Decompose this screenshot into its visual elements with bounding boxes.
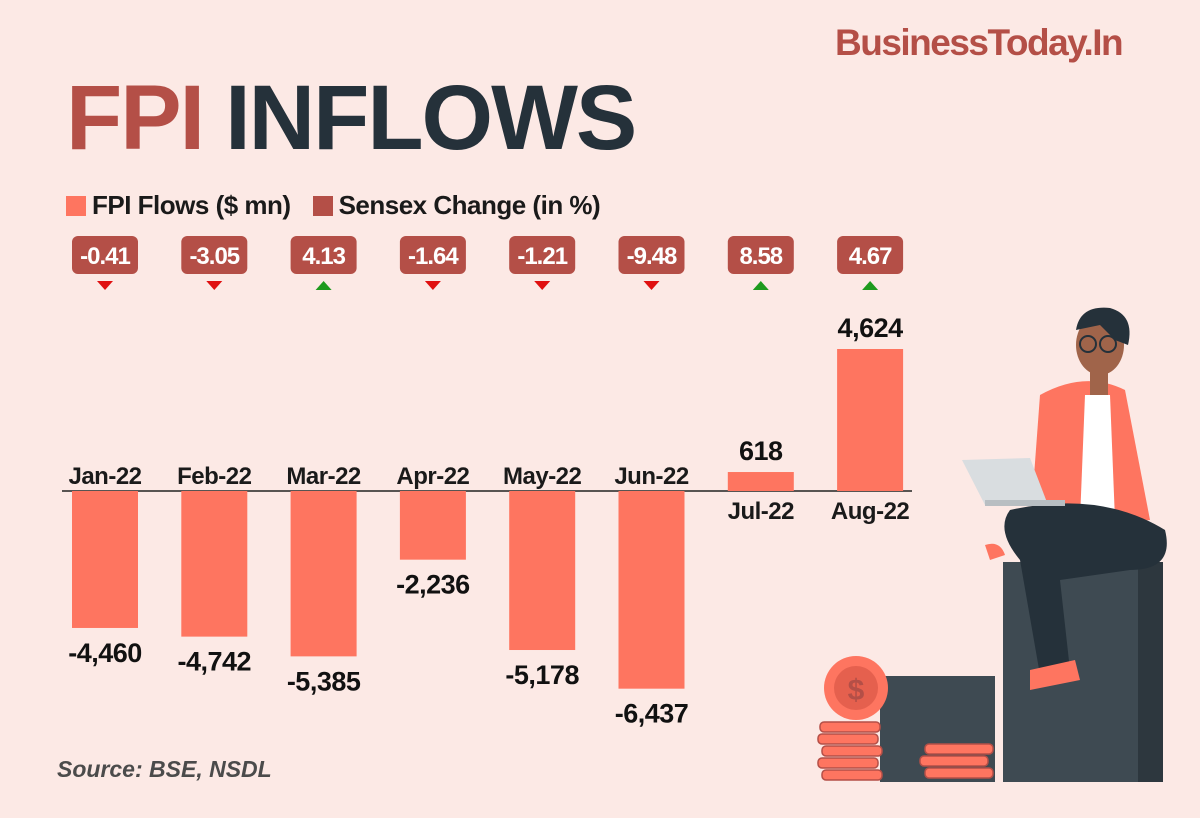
title-part1: FPI xyxy=(66,67,205,169)
sensex-badge xyxy=(837,236,904,274)
arrow-up-icon xyxy=(862,281,879,290)
arrow-down-icon xyxy=(97,281,113,290)
bar-mar-22 xyxy=(290,491,357,657)
sensex-value: 4.13 xyxy=(302,243,345,270)
value-label: -4,742 xyxy=(178,647,252,677)
sensex-value: 4.67 xyxy=(849,243,892,270)
bar-jul-22 xyxy=(727,472,794,491)
bar-apr-22 xyxy=(399,491,466,560)
legend-swatch-sensex xyxy=(312,195,333,216)
arrow-down-icon xyxy=(534,281,551,290)
sensex-value: -0.41 xyxy=(80,243,130,270)
sensex-value: 8.58 xyxy=(739,243,782,270)
legend-label-sensex: Sensex Change (in %) xyxy=(338,190,601,220)
month-label: May-22 xyxy=(503,463,582,490)
sensex-value: -1.64 xyxy=(408,243,459,270)
sensex-badge xyxy=(618,236,685,274)
bar-may-22 xyxy=(509,491,576,651)
bar-feb-22 xyxy=(181,491,248,637)
bar-jan-22 xyxy=(72,491,138,628)
month-label: Jul-22 xyxy=(728,498,795,525)
dollar-icon: $ xyxy=(848,674,865,707)
value-label: 4,624 xyxy=(838,313,904,343)
arrow-up-icon xyxy=(752,281,769,290)
sensex-value: -9.48 xyxy=(627,243,677,270)
page-title: FPI INFLOWS xyxy=(66,72,637,164)
legend: FPI Flows ($ mn) Sensex Change (in %) xyxy=(66,190,601,221)
month-label: Jun-22 xyxy=(614,463,689,490)
value-label: -4,460 xyxy=(68,638,142,668)
month-label: Mar-22 xyxy=(286,463,361,490)
value-label: -5,385 xyxy=(287,666,361,696)
arrow-down-icon xyxy=(424,281,441,290)
source-note: Source: BSE, NSDL xyxy=(57,756,272,782)
sensex-badge xyxy=(727,236,794,274)
bar-jun-22 xyxy=(618,491,685,689)
sensex-badge xyxy=(509,236,576,274)
sensex-badge xyxy=(290,236,357,274)
arrow-down-icon xyxy=(643,281,660,290)
month-label: Jan-22 xyxy=(68,463,141,490)
legend-label-fpi: FPI Flows ($ mn) xyxy=(92,190,291,220)
brand-logo: BusinessToday.In xyxy=(835,22,1124,63)
arrow-up-icon xyxy=(315,281,332,290)
value-label: 618 xyxy=(739,436,783,466)
sensex-value: -3.05 xyxy=(189,243,239,270)
bar-aug-22 xyxy=(837,349,904,491)
value-label: -5,178 xyxy=(505,660,579,690)
sensex-badge xyxy=(72,236,138,274)
month-label: Apr-22 xyxy=(396,463,469,490)
title-part2: INFLOWS xyxy=(225,67,637,169)
value-label: -2,236 xyxy=(396,570,470,600)
month-label: Feb-22 xyxy=(177,463,252,490)
legend-swatch-fpi xyxy=(66,195,86,216)
sensex-value: -1.21 xyxy=(517,243,567,270)
month-label: Aug-22 xyxy=(831,498,909,525)
sensex-badge xyxy=(399,236,466,274)
sensex-badge xyxy=(181,236,248,274)
arrow-down-icon xyxy=(206,281,223,290)
value-label: -6,437 xyxy=(615,699,689,729)
